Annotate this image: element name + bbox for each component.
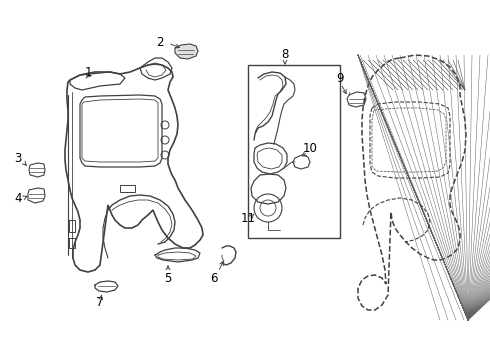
Text: 11: 11 — [241, 211, 255, 225]
Text: 9: 9 — [336, 72, 344, 85]
Text: 7: 7 — [96, 297, 104, 310]
Text: 4: 4 — [14, 192, 22, 204]
Text: 5: 5 — [164, 271, 171, 284]
Text: 2: 2 — [156, 36, 164, 49]
Bar — [248, 65, 340, 238]
Polygon shape — [175, 44, 198, 59]
Text: 10: 10 — [302, 141, 318, 154]
Text: 3: 3 — [14, 152, 22, 165]
Text: 1: 1 — [84, 66, 92, 78]
Text: 6: 6 — [210, 271, 218, 284]
Text: 8: 8 — [281, 49, 289, 62]
